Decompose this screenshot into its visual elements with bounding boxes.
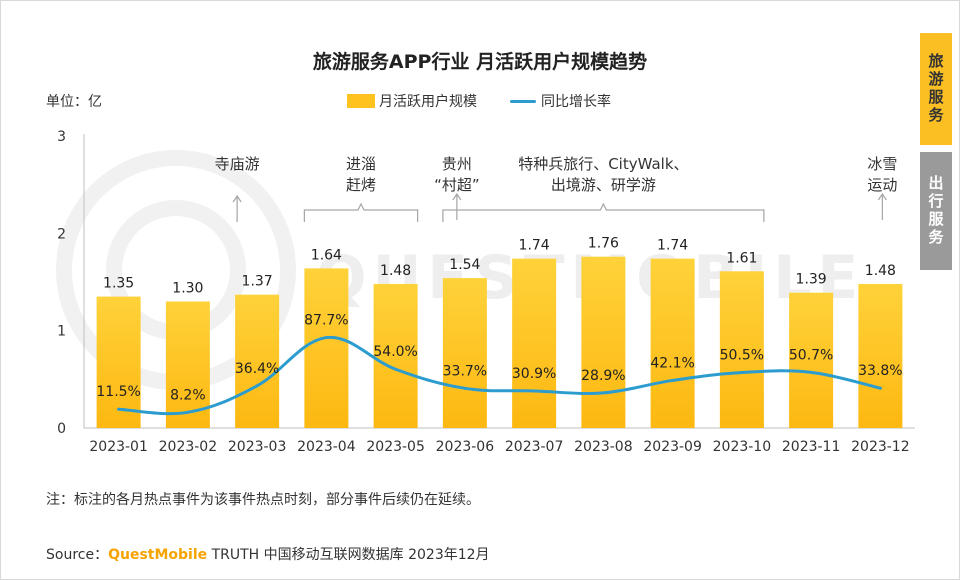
footnote: 注：标注的各月热点事件为该事件热点时刻，部分事件后续仍在延续。 bbox=[46, 492, 480, 508]
legend-line: 同比增长率 bbox=[510, 91, 611, 111]
unit-label: 单位：亿 bbox=[46, 94, 102, 110]
source-brand: QuestMobile bbox=[108, 547, 208, 563]
chart-title: 旅游服务APP行业 月活跃用户规模趋势 bbox=[312, 51, 648, 73]
legend-bar-label: 月活跃用户规模 bbox=[379, 94, 477, 110]
tab-transport-service-label: 出行服务 bbox=[926, 175, 945, 247]
legend-bar-swatch bbox=[347, 94, 375, 108]
source-line: Source：QuestMobile TRUTH 中国移动互联网数据库 2023… bbox=[46, 544, 490, 564]
tab-transport-service[interactable]: 出行服务 bbox=[920, 152, 952, 270]
tab-travel-service-label: 旅游服务 bbox=[926, 53, 945, 125]
tab-travel-service[interactable]: 旅游服务 bbox=[920, 33, 952, 145]
legend: 月活跃用户规模 bbox=[347, 91, 477, 111]
source-text: TRUTH 中国移动互联网数据库 2023年12月 bbox=[207, 547, 490, 563]
legend-line-label: 同比增长率 bbox=[541, 94, 611, 110]
legend-line-swatch bbox=[510, 99, 536, 103]
source-prefix: Source： bbox=[46, 547, 109, 563]
